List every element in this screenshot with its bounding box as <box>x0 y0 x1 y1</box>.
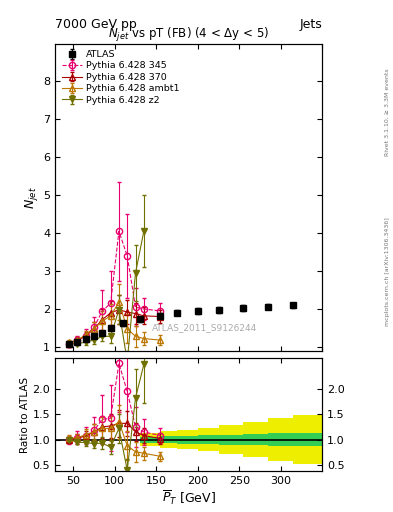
Y-axis label: $N_{jet}$: $N_{jet}$ <box>23 186 40 208</box>
X-axis label: $\overline{P}_T$ [GeV]: $\overline{P}_T$ [GeV] <box>162 488 216 507</box>
Text: mcplots.cern.ch [arXiv:1306.3436]: mcplots.cern.ch [arXiv:1306.3436] <box>385 217 389 326</box>
Y-axis label: Ratio to ATLAS: Ratio to ATLAS <box>20 377 29 453</box>
Title: $N_{jet}$ vs pT (FB) (4 < $\Delta$y < 5): $N_{jet}$ vs pT (FB) (4 < $\Delta$y < 5) <box>108 26 269 44</box>
Text: Jets: Jets <box>299 18 322 31</box>
Legend: ATLAS, Pythia 6.428 345, Pythia 6.428 370, Pythia 6.428 ambt1, Pythia 6.428 z2: ATLAS, Pythia 6.428 345, Pythia 6.428 37… <box>60 48 182 106</box>
Text: ATLAS_2011_S9126244: ATLAS_2011_S9126244 <box>152 323 257 332</box>
Text: Rivet 3.1.10, ≥ 3.3M events: Rivet 3.1.10, ≥ 3.3M events <box>385 69 389 157</box>
Text: 7000 GeV pp: 7000 GeV pp <box>55 18 137 31</box>
